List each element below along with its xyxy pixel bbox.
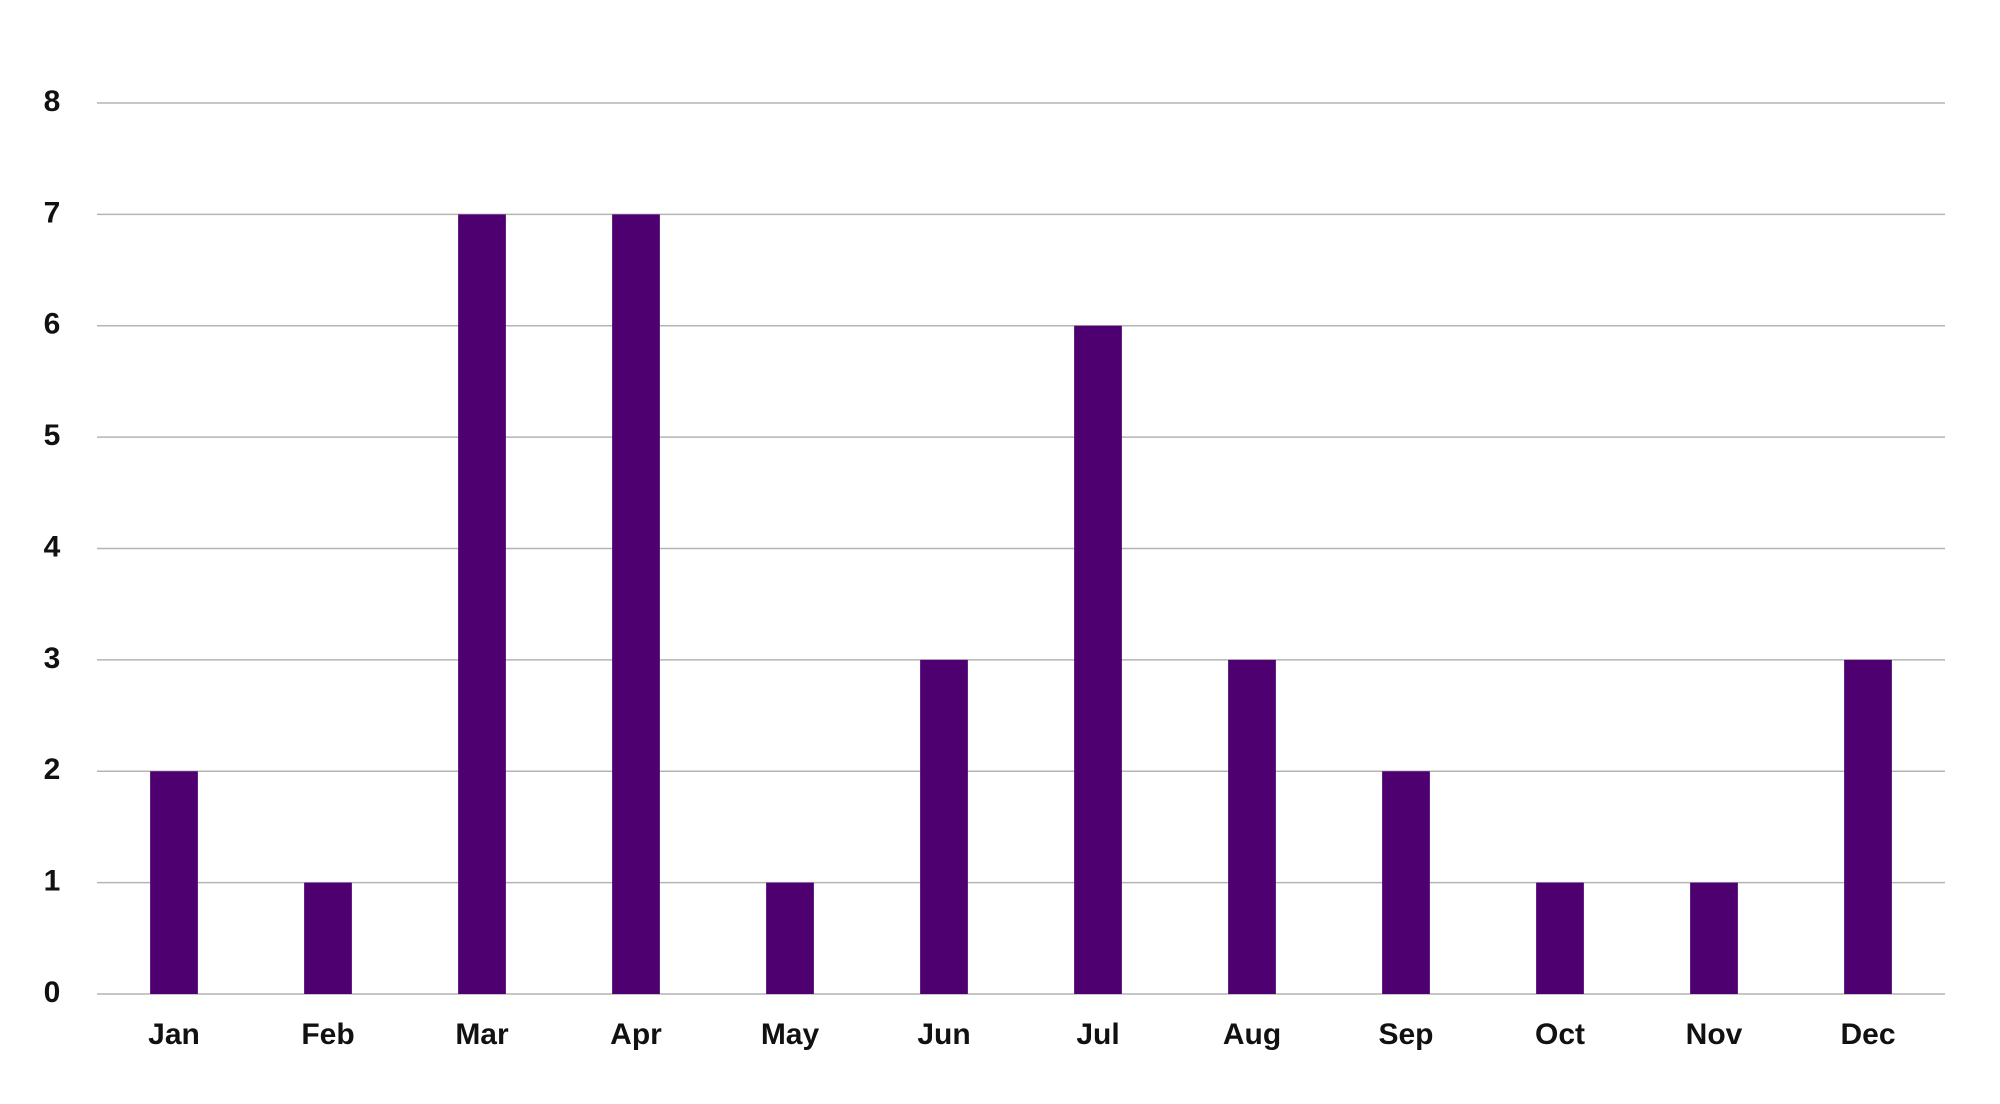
bar [458,214,506,994]
bar [766,882,814,994]
y-tick-label: 1 [44,865,61,898]
bar [1536,882,1584,994]
bar [1382,771,1430,994]
bar [150,771,198,994]
bar [1228,659,1276,994]
bar [304,882,352,994]
x-tick-label: Dec [1840,1018,1895,1051]
y-tick-label: 6 [44,308,61,341]
x-tick-label: Apr [610,1018,662,1051]
x-tick-label: Sep [1378,1018,1433,1051]
x-tick-label: May [761,1018,820,1051]
x-tick-label: Jul [1076,1018,1119,1051]
x-tick-label: Nov [1686,1018,1743,1051]
bar [612,214,660,994]
x-tick-label: Aug [1223,1018,1281,1051]
bar [1074,325,1122,994]
bar [1690,882,1738,994]
y-tick-label: 2 [44,753,61,786]
bar [1844,659,1892,994]
x-tick-label: Jan [148,1018,200,1051]
y-tick-label: 4 [44,530,61,563]
y-tick-label: 3 [44,642,61,675]
x-tick-label: Feb [301,1018,354,1051]
x-tick-label: Mar [455,1018,509,1051]
y-tick-label: 0 [44,976,61,1009]
x-tick-label: Jun [917,1018,970,1051]
bar [920,659,968,994]
y-tick-label: 8 [44,85,61,118]
y-tick-label: 7 [44,196,61,229]
y-tick-label: 5 [44,419,61,452]
x-tick-label: Oct [1535,1018,1585,1051]
